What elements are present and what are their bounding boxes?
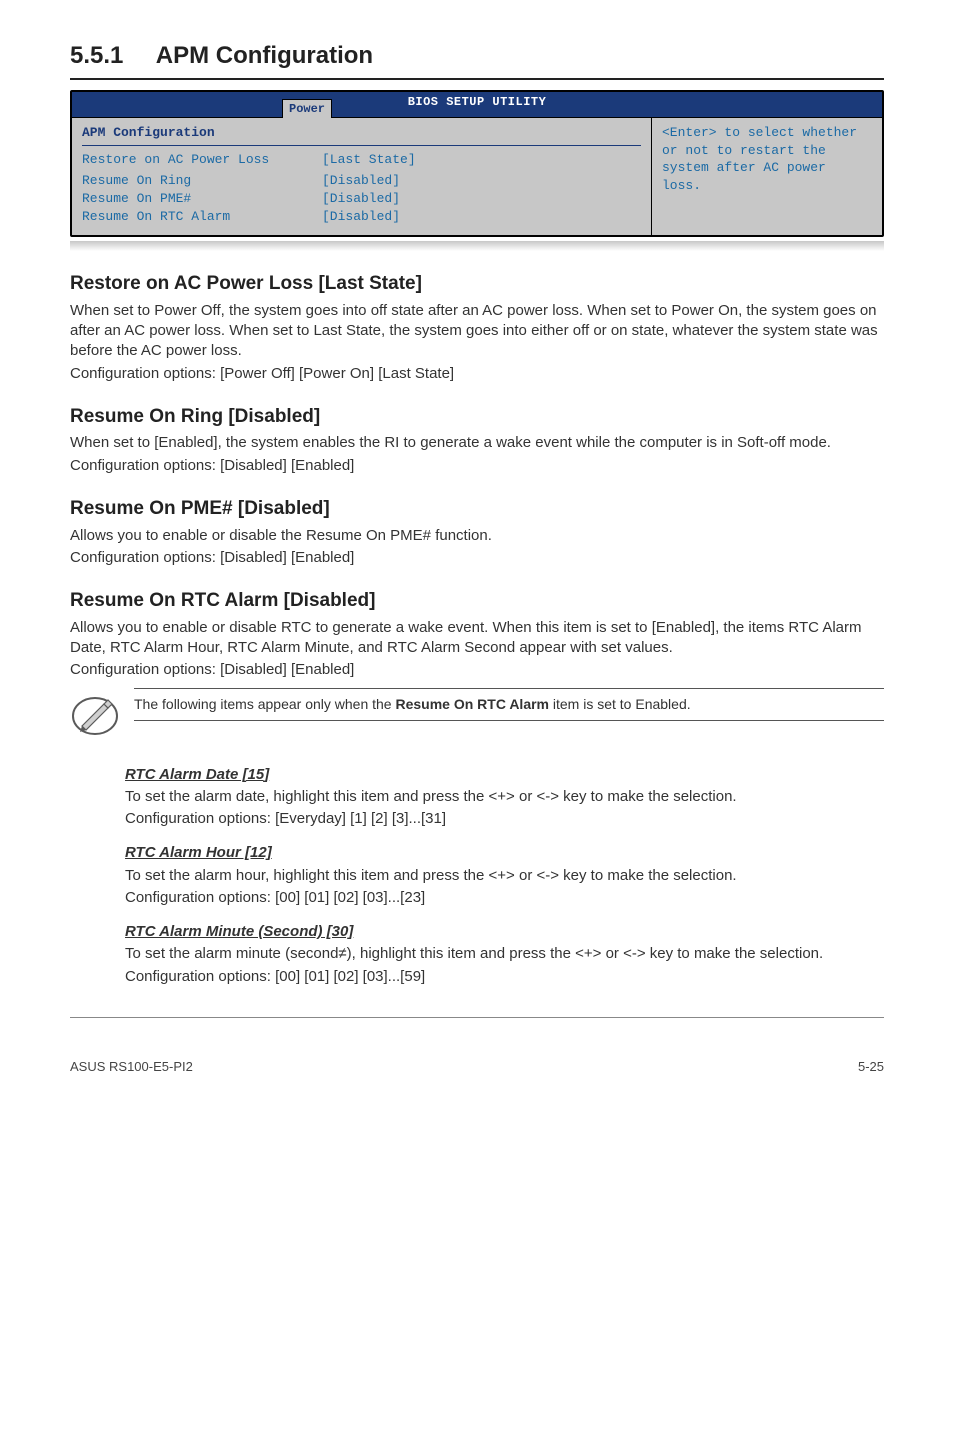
rtc-item-title: RTC Alarm Date [15] xyxy=(125,765,269,785)
para: Configuration options: [00] [01] [02] [0… xyxy=(125,967,884,987)
para: Allows you to enable or disable RTC to g… xyxy=(70,618,884,659)
bios-row-label: Resume On RTC Alarm xyxy=(82,208,322,226)
bios-panel-title: APM Configuration xyxy=(82,124,641,142)
bios-row-value: [Disabled] xyxy=(322,172,400,190)
bios-help-text: <Enter> to select whether or not to rest… xyxy=(662,124,872,194)
bios-row: Restore on AC Power Loss [Last State] xyxy=(82,151,641,169)
bios-body: APM Configuration Restore on AC Power Lo… xyxy=(72,118,882,235)
para: To set the alarm date, highlight this it… xyxy=(125,787,884,807)
bios-row-label: Resume On Ring xyxy=(82,172,322,190)
bios-row: Resume On RTC Alarm [Disabled] xyxy=(82,208,641,226)
note-bold: Resume On RTC Alarm xyxy=(395,696,549,712)
rtc-item-title: RTC Alarm Hour [12] xyxy=(125,843,272,863)
note-body: The following items appear only when the… xyxy=(134,688,884,721)
subheading-ring: Resume On Ring [Disabled] xyxy=(70,404,884,430)
bios-help-pane: <Enter> to select whether or not to rest… xyxy=(652,118,882,235)
para: Configuration options: [Disabled] [Enabl… xyxy=(70,660,884,680)
subheading-rtc: Resume On RTC Alarm [Disabled] xyxy=(70,588,884,614)
note-pre: The following items appear only when the xyxy=(134,696,395,712)
bios-row-value: [Last State] xyxy=(322,151,416,169)
para: Configuration options: [Power Off] [Powe… xyxy=(70,364,884,384)
para: To set the alarm minute (second≠), highl… xyxy=(125,944,884,964)
footer-wrap: ASUS RS100-E5-PI2 5-25 xyxy=(70,1017,884,1076)
para: Allows you to enable or disable the Resu… xyxy=(70,526,884,546)
bios-header: BIOS SETUP UTILITY Power xyxy=(72,92,882,118)
bios-row-label: Resume On PME# xyxy=(82,190,322,208)
bios-row: Resume On Ring [Disabled] xyxy=(82,172,641,190)
subheading-restore: Restore on AC Power Loss [Last State] xyxy=(70,271,884,297)
bios-row-value: [Disabled] xyxy=(322,208,400,226)
note-text: The following items appear only when the… xyxy=(134,689,884,720)
para: Configuration options: [Disabled] [Enabl… xyxy=(70,456,884,476)
bios-tab-power: Power xyxy=(282,99,332,118)
para: When set to Power Off, the system goes i… xyxy=(70,301,884,362)
para: Configuration options: [00] [01] [02] [0… xyxy=(125,888,884,908)
note-post: item is set to Enabled. xyxy=(549,696,691,712)
bios-fade xyxy=(70,241,884,251)
bios-left-pane: APM Configuration Restore on AC Power Lo… xyxy=(72,118,652,235)
note-rule-bottom xyxy=(134,720,884,721)
note-callout: The following items appear only when the… xyxy=(70,688,884,744)
footer-rule xyxy=(70,1017,884,1018)
bios-row-label: Restore on AC Power Loss xyxy=(82,151,322,169)
bios-separator xyxy=(82,145,641,146)
rtc-indent: RTC Alarm Date [15] To set the alarm dat… xyxy=(125,753,884,987)
para: To set the alarm hour, highlight this it… xyxy=(125,866,884,886)
section-underline xyxy=(70,78,884,80)
bios-row: Resume On PME# [Disabled] xyxy=(82,190,641,208)
bios-panel: BIOS SETUP UTILITY Power APM Configurati… xyxy=(70,90,884,237)
para: Configuration options: [Everyday] [1] [2… xyxy=(125,809,884,829)
section-title-text: APM Configuration xyxy=(156,42,373,69)
section-number: 5.5.1 xyxy=(70,40,150,72)
bios-header-title: BIOS SETUP UTILITY xyxy=(408,94,547,110)
page-footer: ASUS RS100-E5-PI2 5-25 xyxy=(70,1058,884,1076)
section-heading: 5.5.1 APM Configuration xyxy=(70,40,884,72)
pencil-icon xyxy=(70,688,120,744)
rtc-item-title: RTC Alarm Minute (Second) [30] xyxy=(125,922,353,942)
bios-row-value: [Disabled] xyxy=(322,190,400,208)
footer-right: 5-25 xyxy=(858,1058,884,1076)
para: Configuration options: [Disabled] [Enabl… xyxy=(70,548,884,568)
subheading-pme: Resume On PME# [Disabled] xyxy=(70,496,884,522)
para: When set to [Enabled], the system enable… xyxy=(70,433,884,453)
footer-left: ASUS RS100-E5-PI2 xyxy=(70,1058,193,1076)
